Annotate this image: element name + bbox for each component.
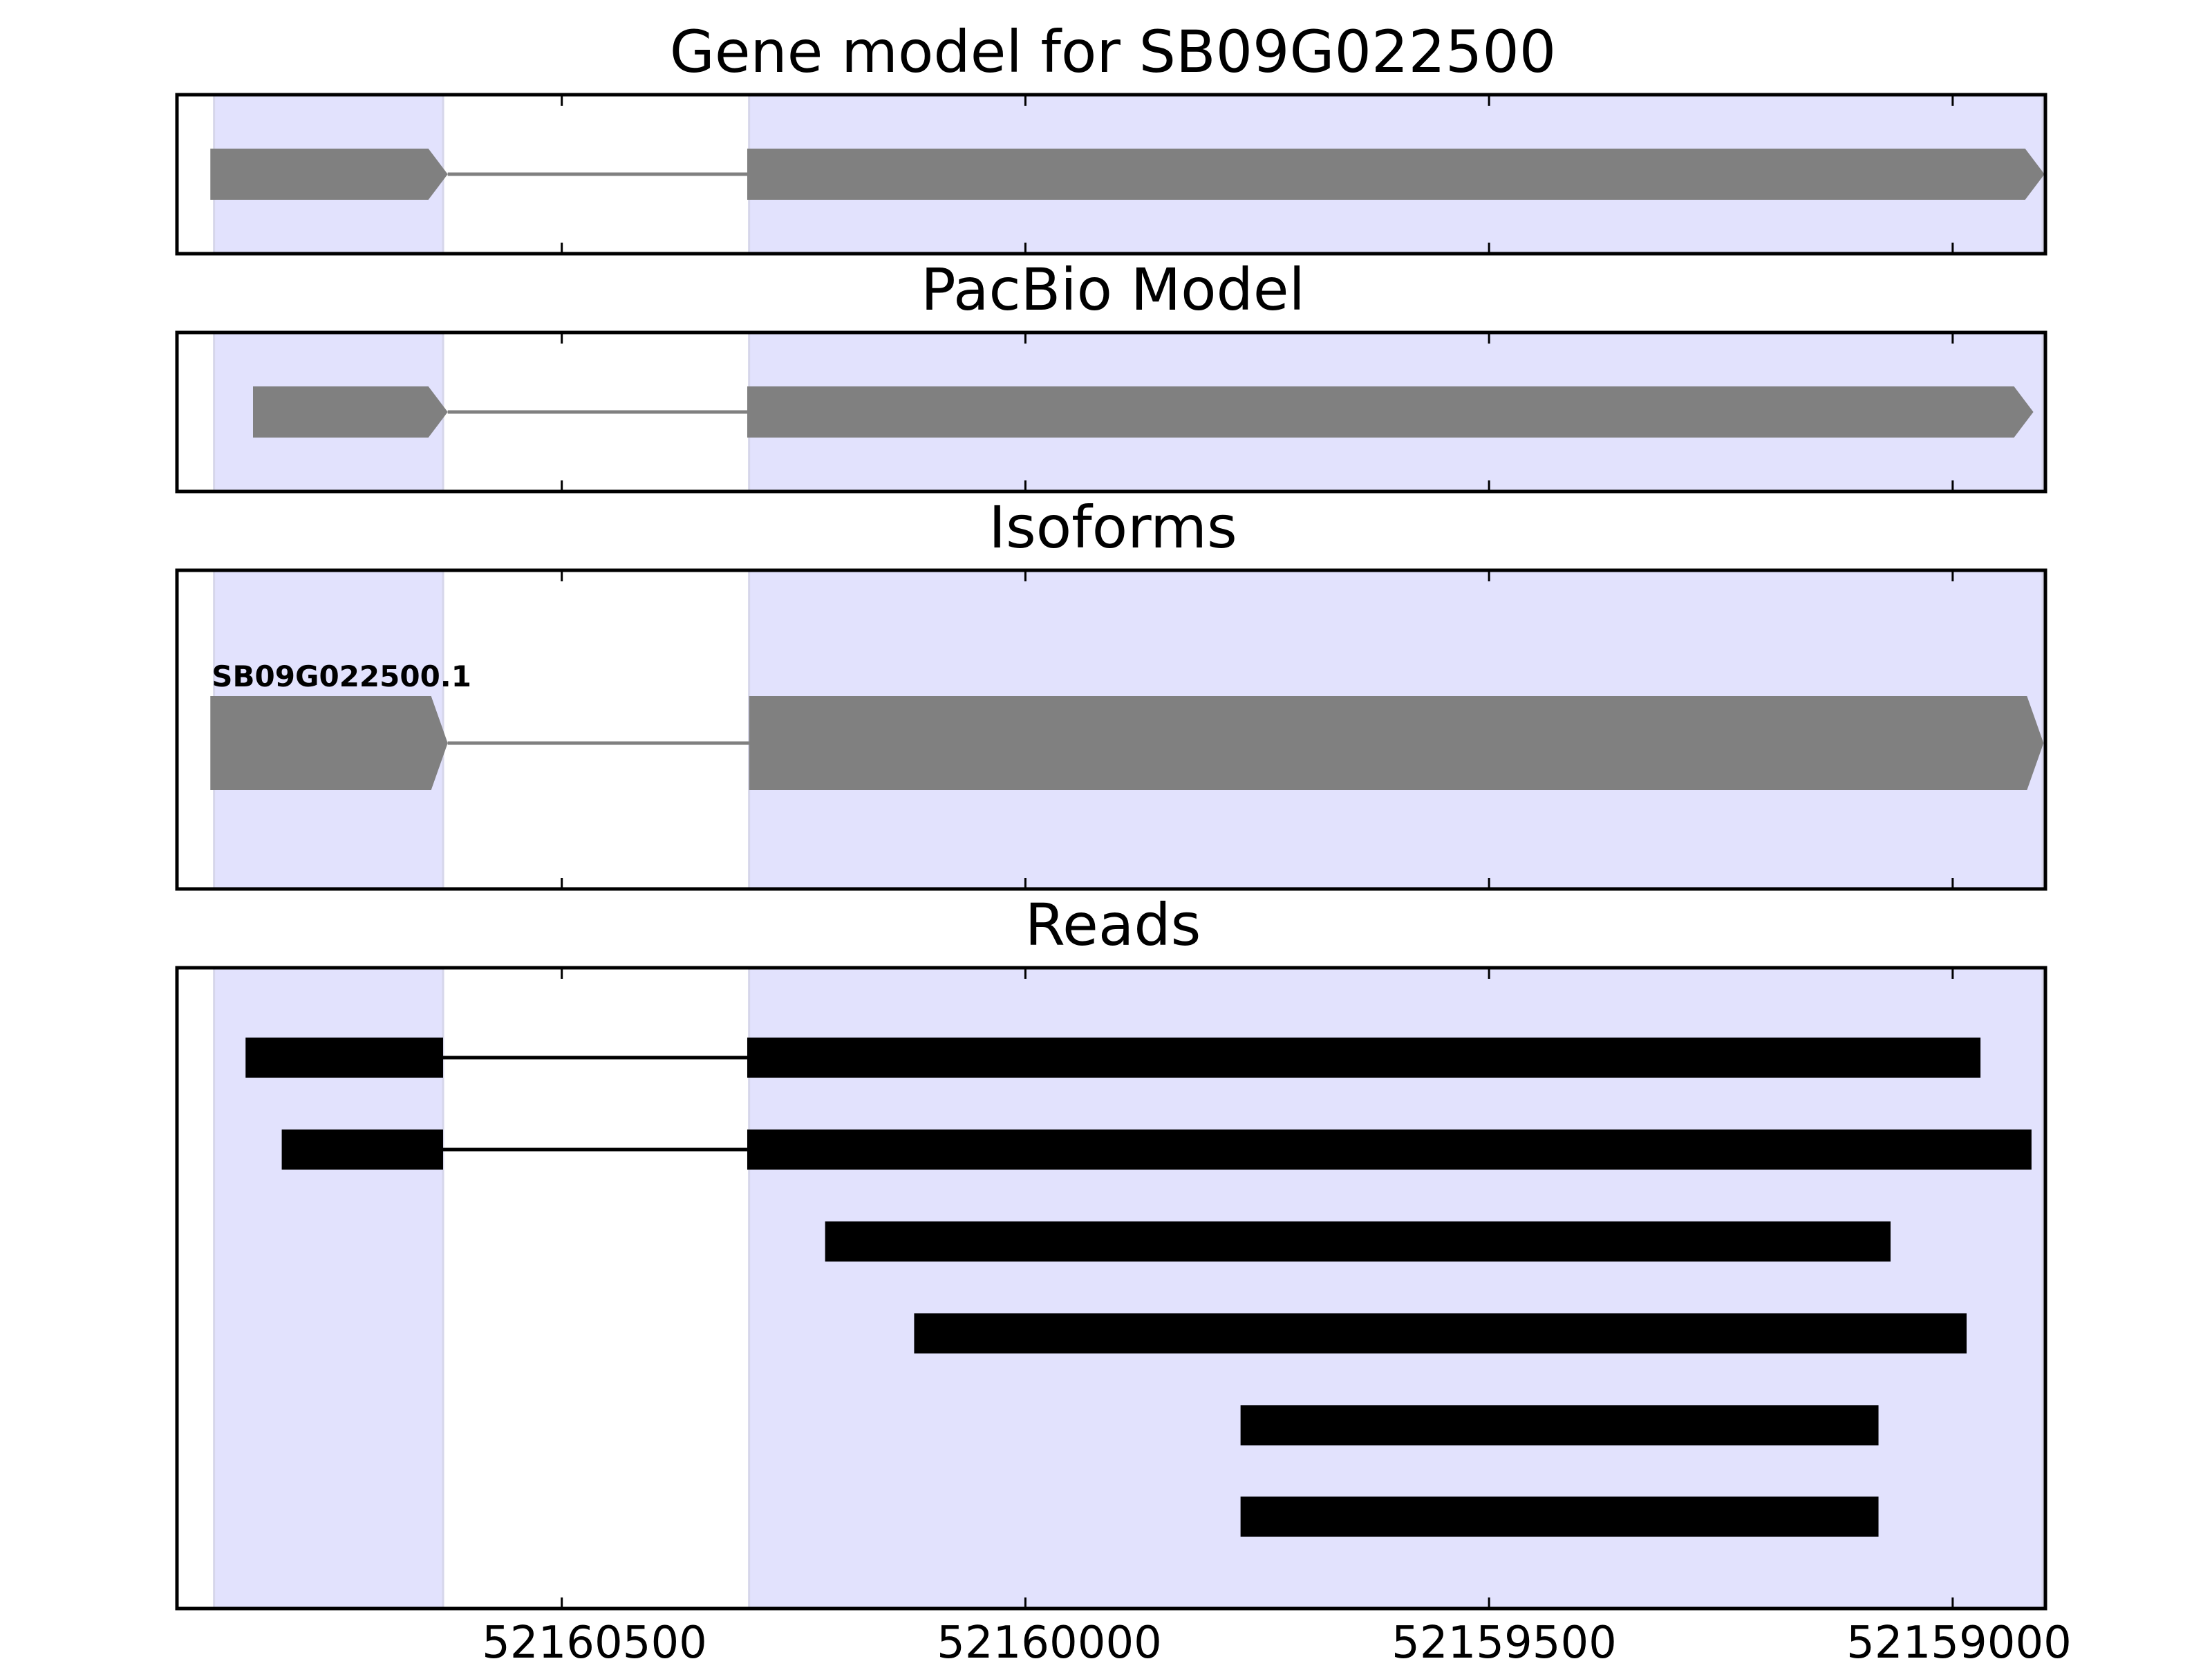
read-exon-block <box>281 1130 443 1170</box>
isoform-label: SB09G022500.1 <box>212 659 471 693</box>
exon-block <box>210 696 448 790</box>
read-exon-block <box>914 1313 1967 1353</box>
read-exon-block <box>747 1038 1981 1078</box>
x-tick-label: 52159000 <box>1846 1618 2072 1659</box>
panel-isoforms: SB09G022500.1 Isoforms <box>175 494 2047 891</box>
panel-reads: Reads <box>175 891 2047 1611</box>
exon-block <box>210 149 448 200</box>
panel-title-reads: Reads <box>1025 891 1201 959</box>
panel-title-gene-model: Gene model for SB09G022500 <box>670 18 1556 86</box>
panel-title-isoforms: Isoforms <box>988 494 1237 561</box>
x-tick-label: 52160500 <box>482 1618 707 1659</box>
x-axis: 52160500 52160000 52159500 52159000 <box>482 1618 2072 1659</box>
x-tick-label: 52159500 <box>1391 1618 1617 1659</box>
read-exon-block <box>825 1221 1891 1262</box>
panel-gene-model: Gene model for SB09G022500 <box>175 18 2047 256</box>
read-exon-block <box>747 1130 2032 1170</box>
panel-pacbio-model: PacBio Model <box>175 256 2047 494</box>
read-exon-block <box>1240 1497 1879 1537</box>
read-exon-block <box>245 1038 443 1078</box>
x-tick-label: 52160000 <box>937 1618 1162 1659</box>
read-exon-block <box>1240 1405 1879 1445</box>
panel-title-pacbio-model: PacBio Model <box>921 256 1305 324</box>
exon-block <box>252 386 448 438</box>
panel-frame <box>175 966 2047 1611</box>
exon-block <box>747 149 2045 200</box>
exon-block <box>747 386 2034 438</box>
panel-frame <box>175 568 2047 891</box>
panel-frame <box>175 93 2047 256</box>
panel-frame <box>175 330 2047 494</box>
exon-block <box>749 696 2044 790</box>
